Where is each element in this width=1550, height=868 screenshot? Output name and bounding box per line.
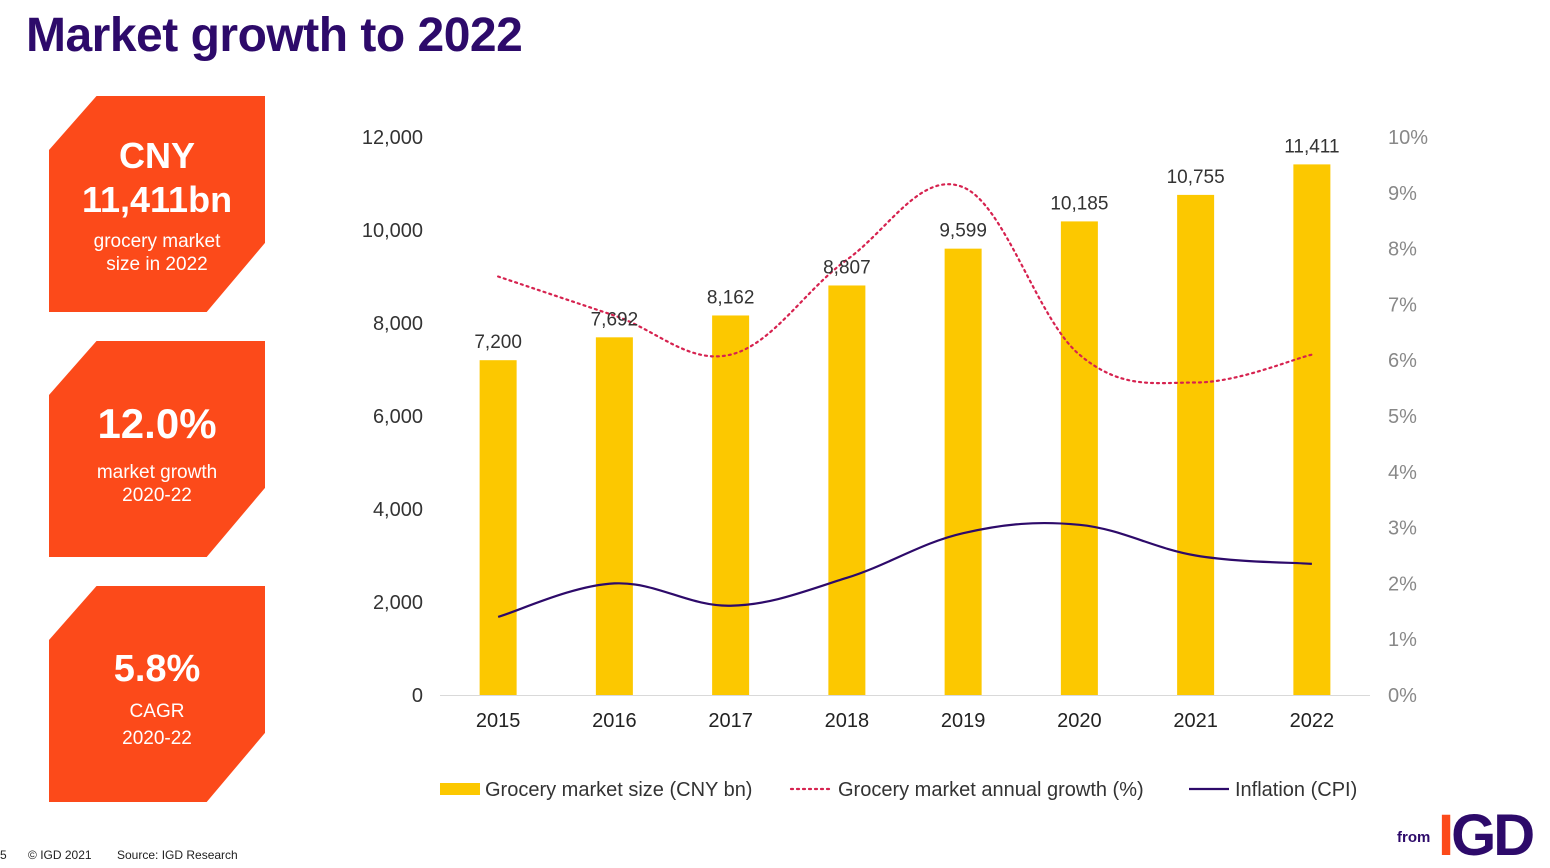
bar-data-label: 8,162 bbox=[707, 287, 755, 308]
kpi-market-size-label-1: grocery market bbox=[93, 231, 221, 252]
kpi-cagr-value: 5.8% bbox=[113, 648, 201, 690]
right-axis-tick-label: 3% bbox=[1388, 518, 1417, 540]
bar-2019 bbox=[944, 248, 982, 696]
copyright: © IGD 2021 bbox=[28, 848, 92, 862]
right-axis-tick-label: 0% bbox=[1388, 685, 1417, 707]
kpi-cagr: 5.8% CAGR 2020-22 bbox=[49, 586, 265, 802]
igd-logo-i: I bbox=[1438, 803, 1454, 868]
bar-data-label: 9,599 bbox=[939, 221, 987, 242]
inflation-line bbox=[497, 521, 1312, 618]
x-axis-tick-label: 2016 bbox=[592, 710, 637, 732]
bar-2017 bbox=[712, 315, 750, 695]
left-axis-tick-label: 10,000 bbox=[362, 220, 423, 242]
right-axis-tick-label: 8% bbox=[1388, 239, 1417, 261]
source-note: Source: IGD Research bbox=[117, 848, 238, 862]
kpi-market-growth-label-1: market growth bbox=[96, 462, 218, 483]
bar-data-label: 10,755 bbox=[1167, 167, 1225, 188]
left-axis-tick-label: 4,000 bbox=[373, 499, 423, 521]
footer-left: 5 © IGD 2021 bbox=[0, 848, 100, 862]
left-axis-tick-label: 8,000 bbox=[373, 313, 423, 335]
kpi-market-size-label-2: size in 2022 bbox=[106, 254, 208, 275]
igd-logo-gd: GD bbox=[1451, 803, 1535, 868]
bar-data-label: 10,185 bbox=[1050, 193, 1108, 214]
bar-data-label: 11,411 bbox=[1284, 136, 1339, 157]
kpi-cagr-label-2: 2020-22 bbox=[122, 728, 192, 749]
bar-2021 bbox=[1177, 194, 1215, 695]
x-axis-tick-label: 2021 bbox=[1173, 710, 1218, 732]
right-axis-tick-label: 10% bbox=[1388, 127, 1428, 149]
igd-logo: IGD bbox=[1438, 803, 1535, 868]
left-axis-tick-label: 2,000 bbox=[373, 592, 423, 614]
bar-2020 bbox=[1060, 221, 1098, 695]
right-axis-tick-label: 7% bbox=[1388, 294, 1417, 316]
kpi-cagr-label-1: CAGR bbox=[129, 701, 185, 722]
x-axis-tick-label: 2020 bbox=[1057, 710, 1102, 732]
bar-data-label: 7,200 bbox=[474, 332, 522, 353]
left-axis-tick-label: 0 bbox=[412, 685, 423, 707]
bar-2018 bbox=[828, 285, 866, 695]
legend-label-market-size: Grocery market size (CNY bn) bbox=[485, 779, 752, 801]
kpi-market-size-currency: CNY bbox=[118, 135, 195, 176]
kpi-market-growth-label-2: 2020-22 bbox=[122, 485, 192, 506]
page-title: Market growth to 2022 bbox=[26, 9, 523, 62]
kpi-market-size: CNY 11,411bn grocery market size in 2022 bbox=[49, 96, 265, 312]
kpi-market-growth: 12.0% market growth 2020-22 bbox=[49, 341, 265, 557]
legend-swatch-market-size bbox=[440, 783, 480, 795]
bar-data-label: 7,692 bbox=[591, 309, 639, 330]
x-axis-tick-label: 2015 bbox=[476, 710, 521, 732]
page-number: 5 bbox=[0, 848, 7, 862]
right-axis-tick-label: 2% bbox=[1388, 573, 1417, 595]
left-axis-tick-label: 12,000 bbox=[362, 127, 423, 149]
kpi-market-growth-value: 12.0% bbox=[97, 400, 217, 447]
bar-2015 bbox=[479, 360, 517, 695]
right-axis-tick-label: 6% bbox=[1388, 350, 1417, 372]
kpi-market-size-value: 11,411bn bbox=[81, 179, 233, 220]
growth-line bbox=[497, 183, 1313, 385]
right-axis-tick-label: 1% bbox=[1388, 629, 1417, 651]
legend-label-inflation: Inflation (CPI) bbox=[1235, 779, 1357, 801]
logo-from-text: from bbox=[1397, 829, 1431, 846]
legend-label-growth: Grocery market annual growth (%) bbox=[838, 779, 1144, 801]
x-axis-tick-label: 2017 bbox=[708, 710, 753, 732]
right-axis-tick-label: 4% bbox=[1388, 462, 1417, 484]
left-axis-tick-label: 6,000 bbox=[373, 406, 423, 428]
bar-2022 bbox=[1293, 164, 1331, 696]
bar-2016 bbox=[595, 337, 633, 695]
right-axis-tick-label: 5% bbox=[1388, 406, 1417, 428]
x-axis-tick-label: 2019 bbox=[941, 710, 986, 732]
x-axis-tick-label: 2018 bbox=[825, 710, 870, 732]
bar-data-label: 8,807 bbox=[823, 257, 871, 278]
x-axis-tick-label: 2022 bbox=[1290, 710, 1335, 732]
right-axis-tick-label: 9% bbox=[1388, 183, 1417, 205]
